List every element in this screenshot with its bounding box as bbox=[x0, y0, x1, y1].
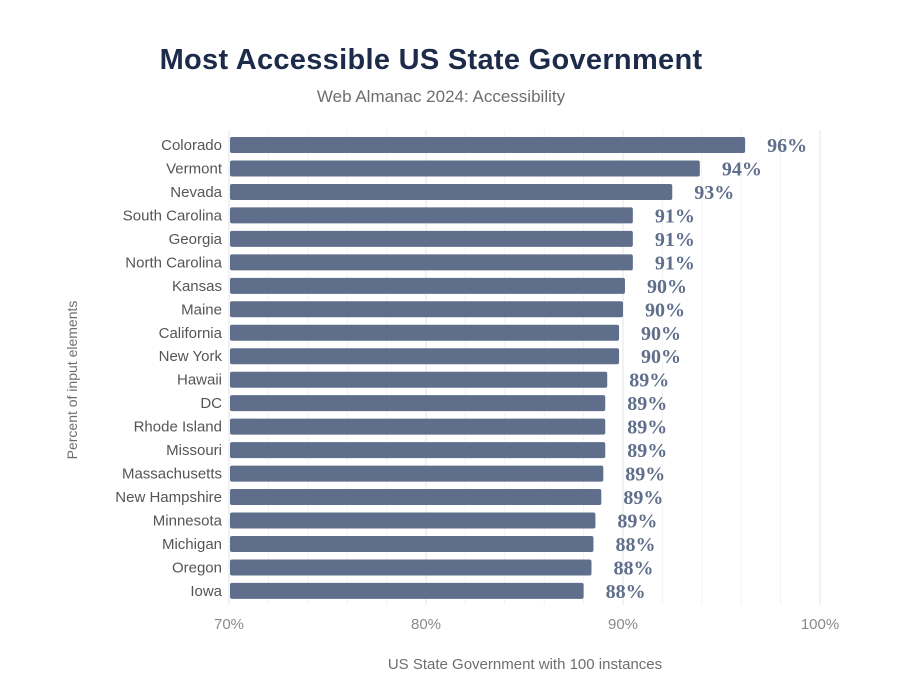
x-axis-label: US State Government with 100 instances bbox=[387, 656, 663, 673]
bar bbox=[230, 465, 604, 482]
category-label: New York bbox=[159, 348, 223, 365]
category-label: Michigan bbox=[162, 536, 222, 553]
data-label: 90% bbox=[641, 323, 681, 345]
data-label: 93% bbox=[694, 182, 734, 204]
category-label: North Carolina bbox=[125, 254, 222, 271]
data-label: 91% bbox=[655, 229, 695, 251]
data-label: 90% bbox=[647, 276, 687, 298]
chart-subtitle: Web Almanac 2024: Accessibility bbox=[316, 87, 566, 106]
category-label: Missouri bbox=[166, 442, 222, 459]
bar bbox=[230, 442, 606, 459]
data-label: 88% bbox=[615, 534, 655, 556]
y-axis-label: Percent of input elements bbox=[64, 300, 80, 460]
bar bbox=[230, 137, 746, 153]
category-label: Iowa bbox=[190, 583, 222, 600]
x-tick-label: 80% bbox=[411, 616, 441, 633]
bar bbox=[230, 301, 623, 318]
category-label: Colorado bbox=[161, 137, 222, 154]
data-label: 88% bbox=[613, 557, 653, 579]
bar bbox=[230, 371, 608, 388]
bar bbox=[230, 230, 633, 247]
category-label: Oregon bbox=[172, 559, 222, 576]
category-label: Rhode Island bbox=[134, 419, 222, 436]
category-label: Maine bbox=[181, 301, 222, 318]
data-label: 89% bbox=[623, 487, 663, 509]
data-label: 89% bbox=[617, 511, 657, 533]
data-label: 91% bbox=[655, 252, 695, 274]
bar bbox=[230, 277, 625, 294]
bar bbox=[230, 535, 594, 552]
bar bbox=[230, 254, 633, 271]
x-tick-label: 70% bbox=[214, 616, 244, 633]
data-label: 88% bbox=[606, 581, 646, 603]
data-label: 89% bbox=[625, 464, 665, 486]
bar bbox=[230, 582, 584, 599]
category-label: Nevada bbox=[170, 184, 222, 201]
bar bbox=[230, 348, 620, 365]
category-label: Hawaii bbox=[177, 372, 222, 389]
bar bbox=[230, 512, 596, 529]
data-label: 90% bbox=[645, 299, 685, 321]
category-label: South Carolina bbox=[123, 207, 223, 224]
bar bbox=[230, 418, 606, 435]
category-label: New Hampshire bbox=[115, 489, 222, 506]
data-label: 96% bbox=[767, 135, 807, 157]
category-label: Minnesota bbox=[153, 513, 223, 530]
bar bbox=[230, 160, 700, 177]
data-label: 91% bbox=[655, 205, 695, 227]
data-label: 89% bbox=[627, 440, 667, 462]
bar bbox=[230, 395, 606, 412]
bar bbox=[230, 489, 602, 506]
category-label: Georgia bbox=[169, 231, 223, 248]
data-label: 89% bbox=[629, 370, 669, 392]
bar bbox=[230, 207, 633, 224]
category-label: Vermont bbox=[166, 160, 223, 177]
data-label: 89% bbox=[627, 417, 667, 439]
category-label: California bbox=[159, 325, 223, 342]
data-label: 90% bbox=[641, 346, 681, 368]
bar bbox=[230, 324, 620, 341]
data-label: 89% bbox=[627, 393, 667, 415]
bar bbox=[230, 183, 673, 200]
x-tick-label: 100% bbox=[801, 616, 839, 633]
chart-title: Most Accessible US State Government bbox=[159, 44, 703, 76]
bar bbox=[230, 559, 592, 576]
data-label: 94% bbox=[722, 158, 762, 180]
x-tick-label: 90% bbox=[608, 616, 638, 633]
category-label: Massachusetts bbox=[122, 466, 222, 483]
category-label: Kansas bbox=[172, 278, 222, 295]
category-label: DC bbox=[200, 395, 222, 412]
